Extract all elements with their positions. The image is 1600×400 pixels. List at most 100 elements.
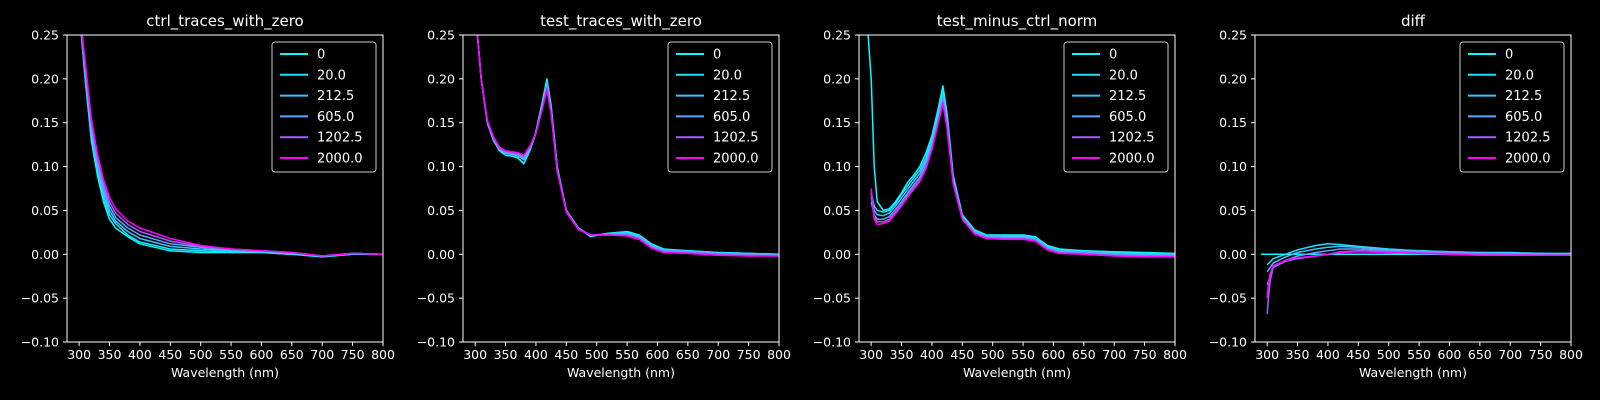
legend-label: 2000.0 — [713, 152, 759, 167]
legend-label: 212.5 — [713, 89, 750, 104]
y-tick-label: −0.05 — [1209, 291, 1247, 306]
x-tick-label: 350 — [494, 347, 518, 362]
x-tick-label: 650 — [280, 347, 304, 362]
series-line-2000.0 — [1266, 250, 1571, 299]
x-tick-label: 800 — [1163, 347, 1187, 362]
series-group — [476, 35, 779, 257]
y-tick-label: 0.10 — [427, 159, 455, 174]
x-tick-label: 300 — [859, 347, 883, 362]
x-tick-label: 350 — [98, 347, 122, 362]
legend-label: 0 — [317, 48, 325, 63]
legend-label: 20.0 — [1109, 68, 1138, 83]
y-tick-label: 0.25 — [427, 28, 455, 43]
x-tick-label: 400 — [1316, 347, 1340, 362]
x-axis-label: Wavelength (nm) — [963, 365, 1071, 380]
panel-title: test_traces_with_zero — [540, 12, 702, 31]
y-tick-label: 0.20 — [31, 71, 59, 86]
legend-label: 605.0 — [713, 110, 750, 125]
y-tick-label: 0.05 — [427, 203, 455, 218]
y-tick-label: 0.10 — [823, 159, 851, 174]
y-tick-label: 0.00 — [1219, 247, 1247, 262]
y-tick-label: 0.25 — [1219, 28, 1247, 43]
x-tick-label: 350 — [890, 347, 914, 362]
y-tick-label: 0.20 — [823, 71, 851, 86]
x-tick-label: 400 — [920, 347, 944, 362]
y-tick-label: −0.10 — [417, 335, 455, 350]
y-tick-label: 0.10 — [31, 159, 59, 174]
y-tick-label: 0.20 — [1219, 71, 1247, 86]
y-tick-label: 0.15 — [427, 115, 455, 130]
legend-label: 0 — [1505, 48, 1513, 63]
x-tick-label: 300 — [463, 347, 487, 362]
x-tick-label: 700 — [706, 347, 730, 362]
legend: 0 20.0 212.5 605.0 1202.5 2000.0 — [1063, 41, 1169, 173]
legend-label: 212.5 — [317, 89, 354, 104]
x-tick-label: 450 — [1346, 347, 1370, 362]
legend-label: 1202.5 — [317, 131, 363, 146]
x-tick-label: 650 — [1468, 347, 1492, 362]
x-tick-label: 550 — [1011, 347, 1035, 362]
x-tick-label: 300 — [67, 347, 91, 362]
y-tick-label: −0.05 — [813, 291, 851, 306]
legend-label: 20.0 — [713, 68, 742, 83]
x-tick-label: 450 — [554, 347, 578, 362]
x-tick-label: 800 — [767, 347, 791, 362]
axes-frame — [1254, 34, 1572, 343]
axes-frame — [462, 34, 780, 343]
x-axis-label: Wavelength (nm) — [171, 365, 279, 380]
y-tick-label: −0.05 — [417, 291, 455, 306]
x-tick-label: 750 — [341, 347, 365, 362]
legend-label: 1202.5 — [713, 131, 759, 146]
x-tick-label: 300 — [1255, 347, 1279, 362]
x-tick-label: 600 — [1042, 347, 1066, 362]
axes-frame — [858, 34, 1176, 343]
x-axis-label: Wavelength (nm) — [1359, 365, 1467, 380]
y-tick-label: 0.05 — [1219, 203, 1247, 218]
y-tick-label: −0.05 — [21, 291, 59, 306]
y-tick-label: 0.25 — [823, 28, 851, 43]
series-group — [1261, 243, 1571, 314]
y-tick-label: 0.00 — [427, 247, 455, 262]
x-tick-label: 450 — [158, 347, 182, 362]
legend-label: 605.0 — [1109, 110, 1146, 125]
x-tick-label: 550 — [219, 347, 243, 362]
x-tick-label: 550 — [1407, 347, 1431, 362]
legend-label: 605.0 — [317, 110, 354, 125]
panel-3: diff 300 350 400 450 500 550 600 650 700 750 800 −0.… — [1209, 12, 1583, 380]
x-tick-label: 650 — [676, 347, 700, 362]
y-tick-label: 0.15 — [1219, 115, 1247, 130]
y-tick-label: 0.00 — [31, 247, 59, 262]
x-tick-label: 550 — [615, 347, 639, 362]
y-tick-label: 0.00 — [823, 247, 851, 262]
x-tick-label: 500 — [1377, 347, 1401, 362]
x-tick-label: 650 — [1072, 347, 1096, 362]
x-tick-label: 500 — [981, 347, 1005, 362]
x-tick-label: 750 — [1133, 347, 1157, 362]
legend-label: 2000.0 — [1109, 152, 1155, 167]
series-line-2000.0 — [81, 35, 383, 257]
x-tick-label: 700 — [310, 347, 334, 362]
x-tick-label: 700 — [1498, 347, 1522, 362]
x-tick-label: 400 — [128, 347, 152, 362]
y-tick-label: 0.15 — [823, 115, 851, 130]
y-tick-label: 0.05 — [823, 203, 851, 218]
x-tick-label: 350 — [1286, 347, 1310, 362]
y-tick-label: −0.10 — [1209, 335, 1247, 350]
legend-label: 0 — [713, 48, 721, 63]
x-tick-label: 400 — [524, 347, 548, 362]
legend-label: 20.0 — [1505, 68, 1534, 83]
y-tick-label: 0.25 — [31, 28, 59, 43]
series-line-0 — [867, 35, 1175, 255]
legend-label: 1202.5 — [1505, 131, 1551, 146]
panel-title: ctrl_traces_with_zero — [146, 12, 303, 31]
legend-label: 605.0 — [1505, 110, 1542, 125]
x-tick-label: 600 — [646, 347, 670, 362]
series-line-212.5 — [1266, 245, 1571, 273]
series-line-2000.0 — [870, 102, 1175, 258]
y-tick-label: 0.05 — [31, 203, 59, 218]
panel-title: test_minus_ctrl_norm — [937, 12, 1098, 31]
y-tick-label: −0.10 — [813, 335, 851, 350]
legend: 0 20.0 212.5 605.0 1202.5 2000.0 — [667, 41, 773, 173]
x-tick-label: 750 — [737, 347, 761, 362]
